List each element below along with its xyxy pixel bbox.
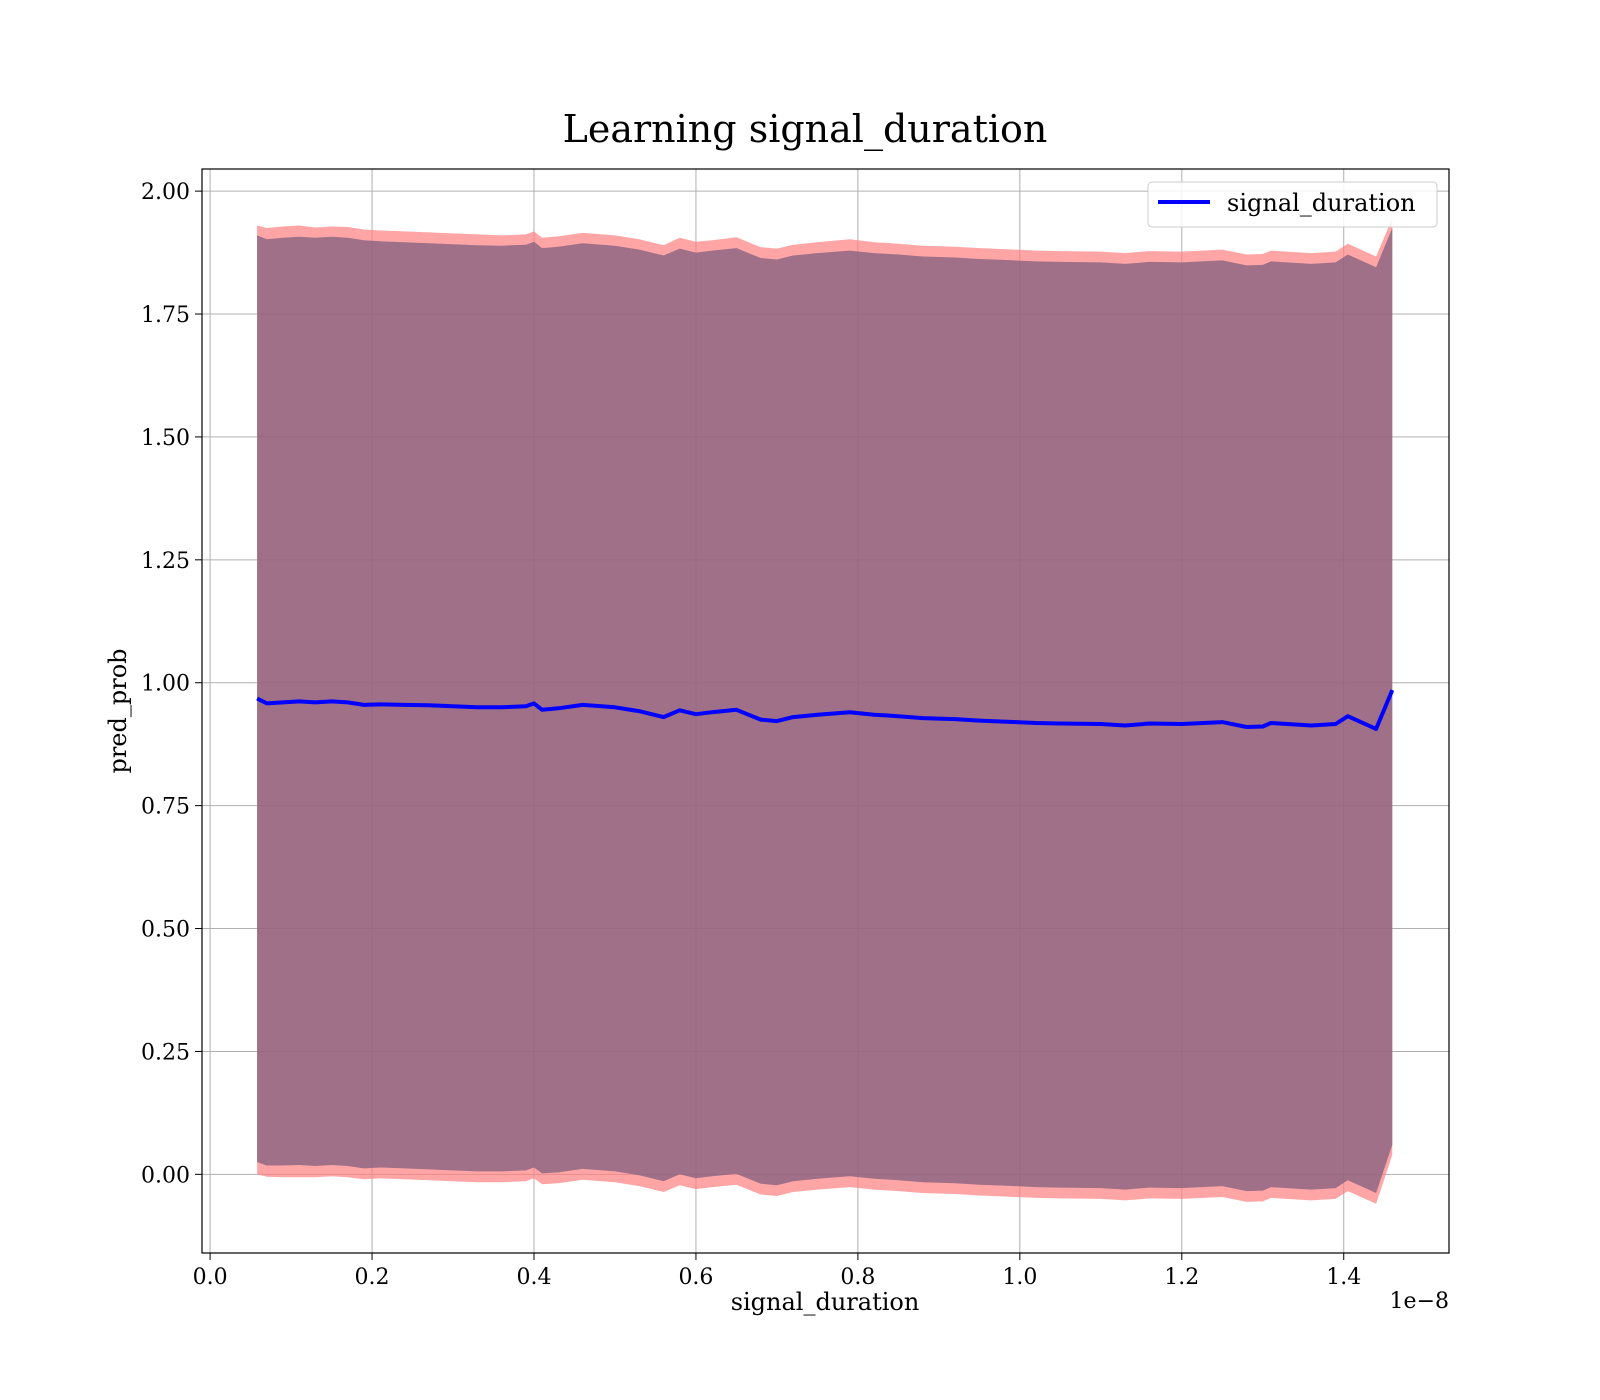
y-axis-ticks: 0.00 0.25 0.50 0.75 1.00 1.25 1.50 1.75 2.00: [141, 180, 202, 1188]
series-lines: [256, 689, 1395, 731]
y-tick-label: 2.00: [141, 180, 190, 205]
x-tick-label: 0.6: [678, 1265, 713, 1290]
y-tick-label: 1.50: [141, 426, 190, 451]
y-tick-label: 0.25: [141, 1040, 190, 1065]
chart-title: Learning signal_duration: [563, 107, 1048, 152]
legend-box: [1147, 181, 1438, 228]
y-tick-label: 0.75: [141, 795, 190, 820]
legend-label: signal_duration: [1227, 189, 1416, 217]
series-line-0: [256, 689, 1395, 731]
x-tick-label: 0.2: [355, 1265, 390, 1290]
x-tick-label: 0.4: [516, 1265, 551, 1290]
confidence-bands: [257, 218, 1393, 1204]
y-tick-label: 1.75: [141, 303, 190, 328]
x-tick-label: 1.2: [1164, 1265, 1199, 1290]
x-axis-offset-text: 1e−8: [1390, 1289, 1449, 1314]
y-tick-label: 0.50: [141, 918, 190, 943]
x-axis-label: signal_duration: [731, 1288, 920, 1316]
x-tick-label: 1.4: [1326, 1265, 1361, 1290]
band-inner: [257, 228, 1393, 1193]
plot-frame: [201, 168, 1450, 1254]
y-axis-label: pred_prob: [104, 648, 132, 773]
plot-area: [201, 168, 1450, 1254]
x-tick-label: 1.0: [1002, 1265, 1037, 1290]
y-tick-label: 0.00: [141, 1163, 190, 1188]
x-tick-label: 0.8: [840, 1265, 875, 1290]
y-tick-label: 1.00: [141, 672, 190, 697]
x-axis-ticks: 0.0 0.2 0.4 0.6 0.8 1.0 1.2 1.4: [193, 1253, 1361, 1290]
x-tick-label: 0.0: [193, 1265, 228, 1290]
y-tick-label: 1.25: [141, 549, 190, 574]
legend: signal_duration: [1147, 181, 1438, 228]
